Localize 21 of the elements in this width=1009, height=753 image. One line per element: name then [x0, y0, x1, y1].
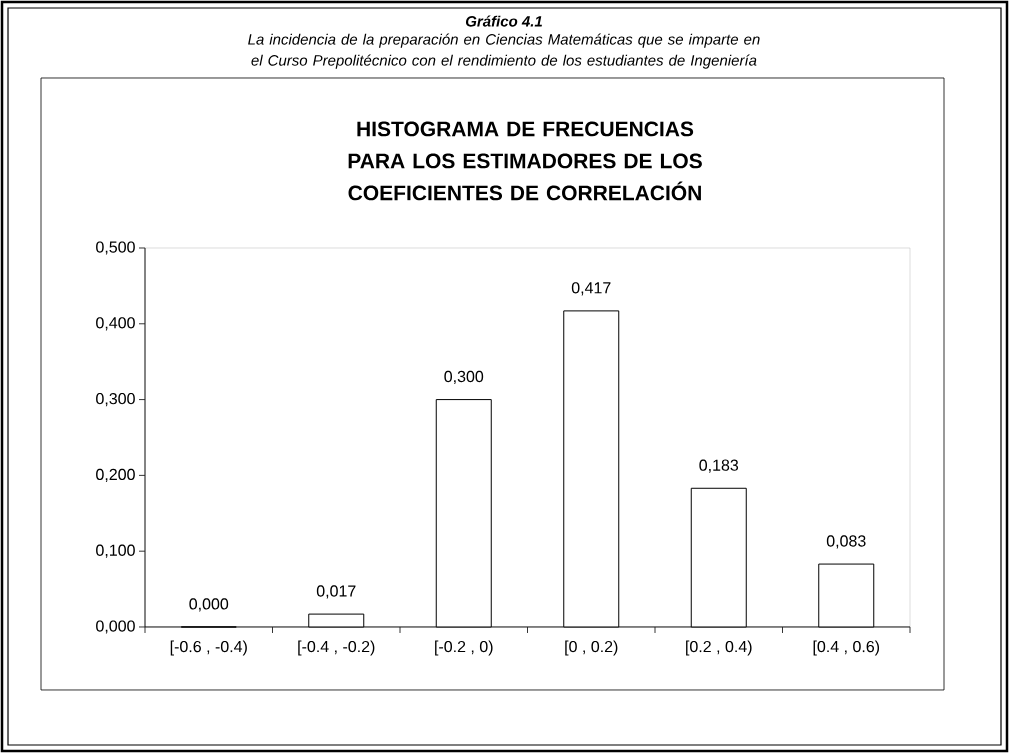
x-tick-label: [0.2 , 0.4) [686, 640, 752, 656]
text: Gráfico 4.1 [465, 15, 542, 27]
y-tick-label: 0,300 [96, 392, 135, 407]
x-tick-label: [-0.4 , -0.2) [298, 640, 375, 656]
data-label: 0,017 [316, 585, 356, 599]
data-label: 0,000 [189, 598, 229, 612]
y-tick-label: 0,000 [96, 620, 135, 634]
data-label: 0,083 [826, 535, 866, 549]
data-label: 0,300 [444, 370, 484, 385]
x-tick-label: [0.4 , 0.6) [813, 640, 880, 656]
x-tick-label: [-0.6 , -0.4) [170, 640, 247, 656]
data-label: 0,183 [699, 459, 739, 473]
x-tick-label: [-0.2 , 0) [435, 640, 493, 656]
y-tick-label: 0,400 [96, 317, 135, 331]
text: La incidencia de la preparación en Ciencias Matemáticas que se imparte en el Curso Prepolitécnico con el rendimiento de los estudiantes de Ingeniería [248, 33, 760, 69]
data-label: 0,417 [571, 282, 611, 296]
y-tick-label: 0,100 [96, 544, 135, 558]
x-tick-label: [0 , 0.2) [565, 640, 618, 656]
y-tick-label: 0,500 [96, 241, 135, 255]
chart-title: HISTOGRAMA DE FRECUENCIAS PARA LOS ESTIMADORES DE LOS COEFICIENTES DE CORRELACIÓN [348, 121, 702, 201]
y-tick-label: 0,200 [96, 468, 135, 482]
